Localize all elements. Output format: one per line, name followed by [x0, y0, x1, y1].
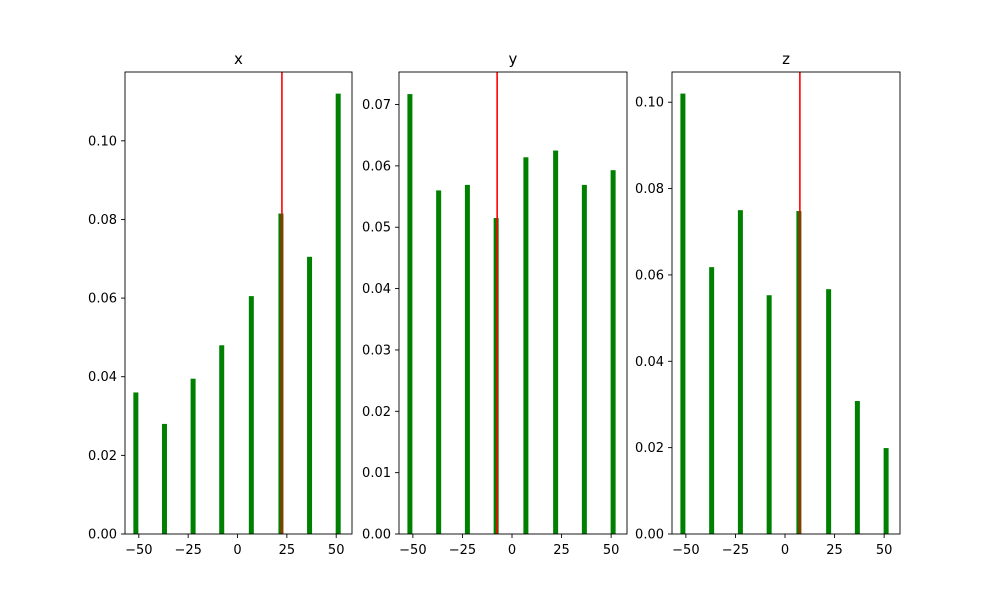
x-tick-label: 50 [876, 543, 893, 558]
axes-frame [398, 71, 628, 535]
y-tick-label: 0.02 [362, 405, 391, 420]
y-tick-label: 0.06 [362, 159, 391, 174]
y-tick-label: 0.02 [88, 449, 117, 464]
bar [680, 93, 686, 534]
bar [278, 213, 284, 535]
bar [709, 267, 715, 534]
y-tick-label: 0.08 [635, 182, 664, 197]
bar [248, 296, 254, 534]
subplot-title: y [509, 50, 518, 68]
x-tick-label: −50 [399, 543, 426, 558]
y-tick-label: 0.10 [635, 96, 664, 111]
bar [464, 184, 470, 534]
y-tick-label: 0.05 [362, 221, 391, 236]
bar [335, 93, 341, 534]
y-tick-label: 0.10 [88, 134, 117, 149]
y-tick-label: 0.03 [362, 343, 391, 358]
bar [581, 184, 587, 534]
x-tick-label: 25 [279, 543, 296, 558]
y-tick-label: 0.04 [362, 282, 391, 297]
x-tick-label: 25 [553, 543, 570, 558]
y-tick-label: 0.00 [88, 528, 117, 543]
x-tick-label: 25 [826, 543, 843, 558]
y-tick-label: 0.04 [635, 355, 664, 370]
axes-frame [124, 71, 353, 535]
bar [826, 289, 832, 534]
bar [553, 150, 559, 534]
bar [766, 295, 772, 534]
bar [407, 94, 413, 534]
bar [161, 423, 167, 534]
y-tick-label: 0.02 [635, 441, 664, 456]
subplot-y: −50 −25 0 25 50 0.00 0.01 0.02 0.03 0.04 0.05 0.06 0… [362, 50, 628, 558]
bar [854, 401, 860, 534]
subplot-title: z [782, 50, 790, 68]
axes-frame [671, 71, 901, 535]
y-tick-label: 0.06 [88, 292, 117, 307]
bar [523, 157, 529, 534]
x-tick-label: 50 [603, 543, 620, 558]
subplot-title: x [234, 50, 243, 68]
subplot-x: −50 −25 0 25 50 0.00 0.02 0.04 0.06 0.08 0.10 x [88, 50, 353, 558]
x-tick-label: 0 [233, 543, 241, 558]
x-tick-label: −25 [722, 543, 749, 558]
bar [219, 345, 225, 534]
y-tick-label: 0.04 [88, 370, 117, 385]
y-tick-label: 0.00 [362, 528, 391, 543]
x-tick-label: 0 [781, 543, 789, 558]
x-tick-label: 0 [508, 543, 516, 558]
bar [133, 392, 139, 534]
x-tick-label: 50 [328, 543, 345, 558]
y-tick-label: 0.06 [635, 268, 664, 283]
y-tick-label: 0.01 [362, 466, 391, 481]
x-tick-label: −25 [449, 543, 476, 558]
subplot-z: −50 −25 0 25 50 0.00 0.02 0.04 0.06 0.08 0.10 z [635, 50, 901, 558]
bar [493, 218, 499, 534]
x-tick-label: −50 [125, 543, 152, 558]
y-tick-label: 0.07 [362, 98, 391, 113]
bar [883, 448, 889, 534]
bar [796, 211, 802, 534]
bar [190, 378, 196, 534]
bar [307, 256, 313, 534]
y-tick-label: 0.08 [88, 213, 117, 228]
x-tick-label: −25 [174, 543, 201, 558]
bar [737, 210, 743, 535]
bar [610, 170, 616, 535]
x-tick-label: −50 [672, 543, 699, 558]
y-tick-label: 0.00 [635, 528, 664, 543]
bar [436, 190, 442, 534]
